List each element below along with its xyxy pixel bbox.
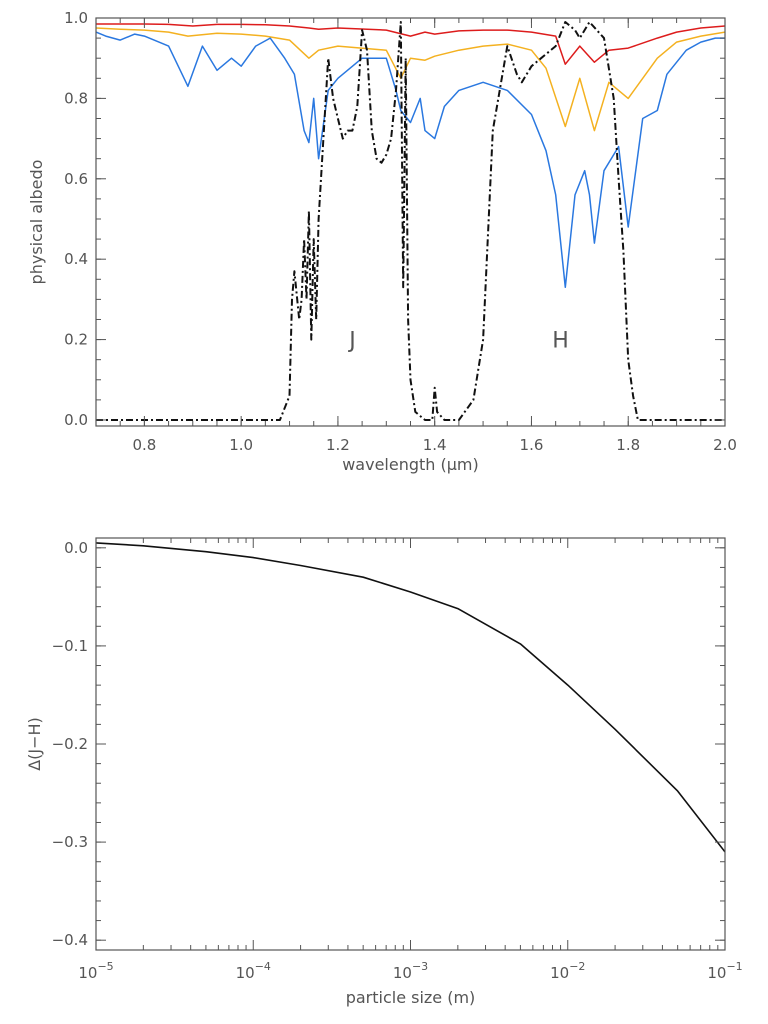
band-label-j: J (347, 329, 356, 354)
y-tick-label: −0.4 (52, 931, 88, 949)
x-tick-label: 10−4 (236, 960, 271, 982)
x-tick-label: 1.4 (423, 436, 447, 454)
series-line-2 (96, 27, 725, 132)
x-tick-label: 1.6 (520, 436, 544, 454)
y-tick-label: 0.0 (64, 539, 88, 557)
x-tick-label: 2.0 (713, 436, 737, 454)
x-tick-label: 10−2 (550, 960, 585, 982)
x-tick-label: 1.2 (326, 436, 350, 454)
y-tick-label: 0.2 (64, 331, 88, 349)
x-axis-label: wavelength (μm) (342, 455, 479, 474)
y-axis-label: physical albedo (27, 160, 46, 285)
y-tick-label: 0.6 (64, 170, 88, 188)
series-line-3 (96, 31, 725, 289)
y-tick-label: 0.4 (64, 250, 88, 268)
x-tick-label: 1.0 (229, 436, 253, 454)
x-tick-label: 10−5 (78, 960, 113, 982)
y-tick-label: −0.2 (52, 735, 88, 753)
y-tick-label: 1.0 (64, 9, 88, 27)
y-tick-label: 0.8 (64, 89, 88, 107)
y-tick-label: −0.1 (52, 637, 88, 655)
x-tick-label: 1.8 (616, 436, 640, 454)
color-index-chart: 10−5 10−4 10−3 10−2 10−1 0.0 −0.1 −0.2 −0.3 −0.4 p… (25, 537, 743, 1007)
y-axis-label: Δ(J−H) (25, 717, 44, 771)
band-label-h: H (552, 329, 569, 354)
series-line-4 (96, 21, 725, 421)
x-tick-label: 0.8 (132, 436, 156, 454)
y-tick-label: −0.3 (52, 833, 88, 851)
x-tick-label: 10−3 (393, 960, 428, 982)
y-tick-label: 0.0 (64, 411, 88, 429)
series-line-1 (96, 23, 725, 65)
albedo-chart: 0.8 1.0 1.2 1.4 1.6 1.8 2.0 0.0 0.2 0.4 0.6 0.8 1.0 J… (27, 9, 737, 474)
x-tick-label: 10−1 (707, 960, 742, 982)
series-line-1 (96, 542, 725, 853)
x-axis-label: particle size (m) (346, 988, 476, 1007)
